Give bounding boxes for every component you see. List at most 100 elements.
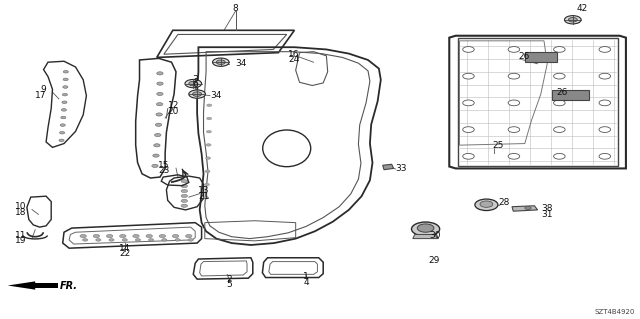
Circle shape — [63, 78, 68, 81]
Text: 3: 3 — [193, 75, 198, 84]
Polygon shape — [512, 206, 538, 211]
Text: 10: 10 — [15, 202, 27, 211]
Circle shape — [185, 79, 202, 88]
Text: 11: 11 — [15, 231, 27, 240]
Circle shape — [204, 183, 209, 186]
Text: 29: 29 — [429, 256, 440, 265]
Circle shape — [508, 73, 520, 79]
Circle shape — [599, 127, 611, 132]
Polygon shape — [525, 52, 557, 62]
Circle shape — [599, 100, 611, 106]
Circle shape — [204, 197, 209, 199]
Circle shape — [525, 206, 531, 210]
Text: 17: 17 — [35, 91, 46, 100]
Circle shape — [463, 100, 474, 106]
Circle shape — [508, 153, 520, 159]
Text: 14: 14 — [119, 244, 131, 253]
Circle shape — [568, 18, 577, 22]
Text: 34: 34 — [210, 91, 221, 100]
Text: 12: 12 — [168, 101, 179, 110]
Circle shape — [61, 108, 67, 111]
Circle shape — [63, 70, 68, 73]
Text: 33: 33 — [396, 164, 407, 173]
Text: 25: 25 — [493, 141, 504, 150]
Circle shape — [59, 139, 64, 142]
Circle shape — [205, 157, 211, 160]
Circle shape — [152, 164, 158, 167]
Circle shape — [133, 234, 140, 238]
Circle shape — [205, 170, 210, 173]
Text: 18: 18 — [15, 208, 27, 217]
Circle shape — [554, 127, 565, 132]
Text: 23: 23 — [158, 166, 170, 175]
Circle shape — [96, 239, 101, 241]
Circle shape — [554, 47, 565, 52]
Circle shape — [181, 199, 188, 203]
Text: 34: 34 — [236, 59, 247, 68]
Circle shape — [564, 16, 581, 24]
Circle shape — [175, 239, 180, 241]
Text: 16: 16 — [288, 50, 300, 59]
Circle shape — [157, 72, 163, 75]
Circle shape — [417, 224, 434, 232]
Polygon shape — [413, 234, 438, 239]
Circle shape — [154, 144, 160, 147]
Circle shape — [80, 234, 86, 238]
Circle shape — [508, 47, 520, 52]
Circle shape — [162, 239, 167, 241]
Circle shape — [156, 103, 163, 106]
Circle shape — [508, 100, 520, 106]
Text: 22: 22 — [119, 249, 131, 258]
Circle shape — [62, 101, 67, 104]
Circle shape — [62, 93, 67, 96]
Text: 30: 30 — [429, 231, 440, 240]
Text: 24: 24 — [288, 56, 300, 64]
Circle shape — [136, 239, 141, 241]
Text: 6: 6 — [193, 80, 198, 89]
Polygon shape — [35, 283, 58, 288]
Circle shape — [475, 199, 498, 211]
Circle shape — [120, 234, 126, 238]
Text: 20: 20 — [168, 107, 179, 116]
Circle shape — [206, 130, 211, 133]
Text: FR.: FR. — [60, 280, 78, 291]
Circle shape — [60, 131, 65, 134]
Circle shape — [157, 82, 163, 85]
Circle shape — [554, 73, 565, 79]
Text: 21: 21 — [198, 192, 210, 201]
Circle shape — [463, 73, 474, 79]
Circle shape — [181, 189, 188, 193]
Circle shape — [599, 153, 611, 159]
Circle shape — [153, 154, 159, 157]
Circle shape — [599, 47, 611, 52]
Circle shape — [599, 73, 611, 79]
Circle shape — [188, 239, 193, 241]
Circle shape — [193, 92, 202, 96]
Text: 13: 13 — [198, 186, 210, 195]
Text: 5: 5 — [227, 280, 232, 289]
Circle shape — [148, 239, 154, 241]
Circle shape — [159, 234, 166, 238]
Text: SZT4B4920: SZT4B4920 — [595, 309, 635, 315]
Circle shape — [463, 127, 474, 132]
Circle shape — [61, 116, 66, 119]
Circle shape — [463, 47, 474, 52]
Circle shape — [189, 81, 198, 86]
Circle shape — [181, 184, 188, 188]
Circle shape — [554, 100, 565, 106]
Polygon shape — [8, 281, 35, 290]
Text: 42: 42 — [577, 4, 588, 13]
Text: 9: 9 — [40, 85, 46, 94]
Text: 38: 38 — [541, 204, 552, 213]
Circle shape — [189, 90, 205, 98]
Circle shape — [156, 123, 162, 126]
Text: 19: 19 — [15, 236, 27, 245]
Circle shape — [181, 204, 188, 207]
Polygon shape — [552, 90, 589, 100]
Circle shape — [216, 60, 225, 64]
Circle shape — [186, 234, 192, 238]
Circle shape — [172, 234, 179, 238]
Circle shape — [207, 104, 212, 107]
Text: 8: 8 — [233, 4, 238, 13]
Circle shape — [554, 153, 565, 159]
